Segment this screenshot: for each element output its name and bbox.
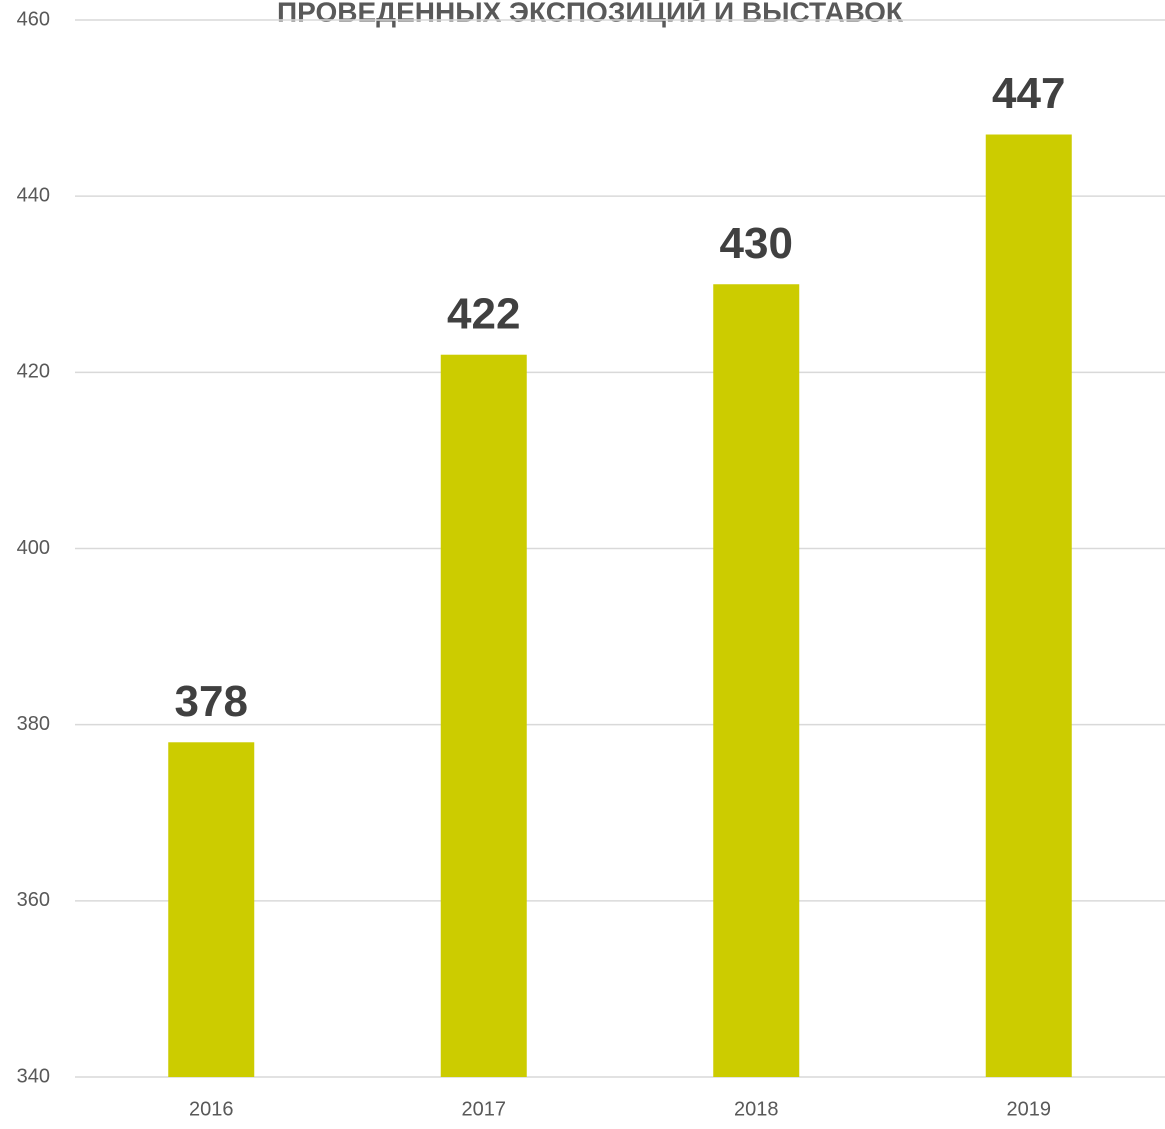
y-tick-label: 380 xyxy=(17,713,50,735)
x-tick-label: 2018 xyxy=(734,1098,779,1120)
chart-title: ПРОВЕДЕННЫХ ЭКСПОЗИЦИЙ И ВЫСТАВОК xyxy=(277,0,904,27)
data-label: 447 xyxy=(992,69,1065,118)
data-label: 422 xyxy=(447,289,520,338)
data-label: 430 xyxy=(720,219,793,268)
x-tick-label: 2019 xyxy=(1007,1098,1052,1120)
y-tick-label: 460 xyxy=(17,8,50,30)
y-tick-label: 340 xyxy=(17,1065,50,1087)
y-tick-label: 400 xyxy=(17,537,50,559)
data-label: 378 xyxy=(175,677,248,726)
y-tick-label: 420 xyxy=(17,361,50,383)
bar xyxy=(168,742,255,1077)
bar xyxy=(713,284,800,1077)
bar xyxy=(985,134,1072,1078)
y-tick-label: 440 xyxy=(17,184,50,206)
x-tick-label: 2016 xyxy=(189,1098,234,1120)
y-tick-label: 360 xyxy=(17,889,50,911)
bar xyxy=(440,354,527,1077)
x-tick-label: 2017 xyxy=(462,1098,507,1120)
